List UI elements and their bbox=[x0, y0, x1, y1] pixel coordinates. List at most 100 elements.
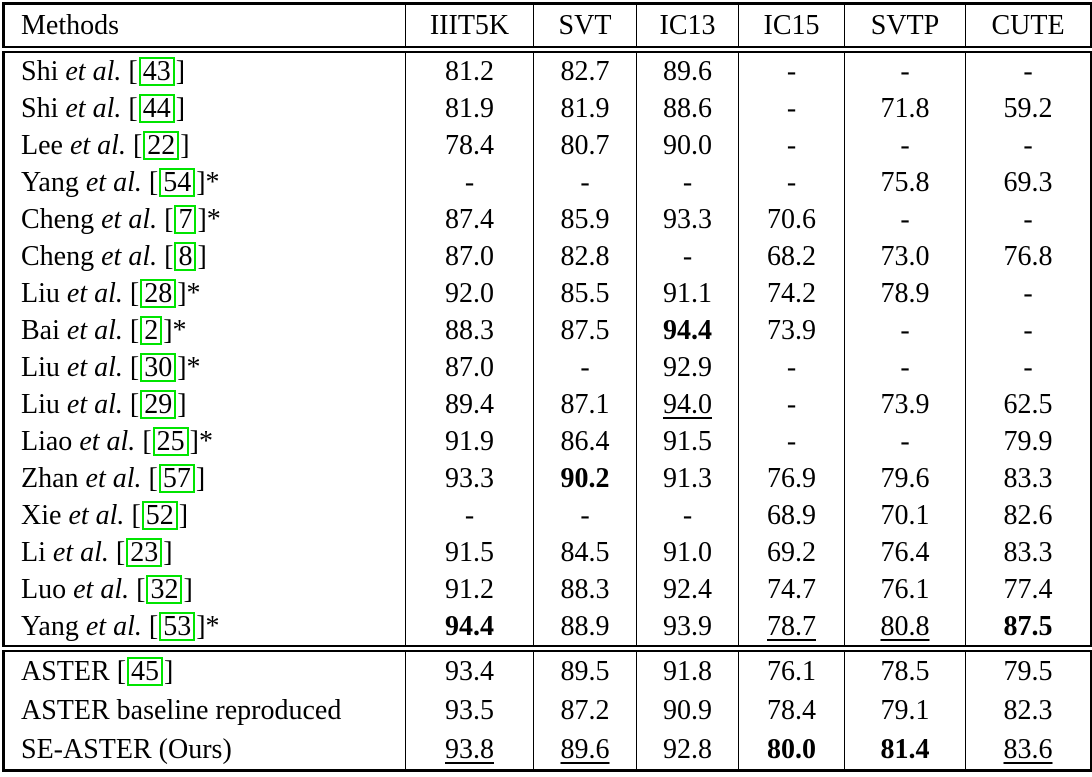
score-cell: 89.6 bbox=[533, 730, 637, 771]
table-row: Yang et al. [53]* 94.4 88.9 93.9 78.7 80.8 87.… bbox=[3, 608, 1092, 652]
citation-link[interactable]: 53 bbox=[159, 611, 196, 642]
citation-link[interactable]: 25 bbox=[152, 426, 189, 457]
score-cell: 87.5 bbox=[965, 608, 1092, 652]
score-cell: 87.2 bbox=[533, 691, 637, 730]
score-cell: - bbox=[738, 349, 845, 386]
et-al-label: et al. bbox=[72, 425, 136, 457]
score-value: - bbox=[900, 425, 910, 457]
table-row: Yang et al. [54]* - - - - 75.8 69.3 bbox=[3, 164, 1092, 201]
score-cell: - bbox=[533, 497, 637, 534]
score-cell: - bbox=[844, 423, 966, 460]
citation-link[interactable]: 43 bbox=[138, 56, 175, 87]
citation-link[interactable]: 57 bbox=[158, 463, 195, 494]
score-value: 85.9 bbox=[560, 203, 610, 235]
citation-link[interactable]: 22 bbox=[143, 130, 180, 161]
score-value: 76.4 bbox=[880, 536, 930, 568]
citation-link[interactable]: 45 bbox=[127, 656, 164, 687]
score-value: 84.5 bbox=[560, 536, 610, 568]
score-cell: - bbox=[844, 312, 966, 349]
method-name: Liao bbox=[21, 425, 73, 457]
citation-link[interactable]: 44 bbox=[138, 93, 175, 124]
score-value: 80.0 bbox=[767, 733, 816, 765]
score-cell: 76.4 bbox=[844, 534, 966, 571]
score-value: 79.1 bbox=[880, 694, 930, 726]
score-cell: 90.9 bbox=[636, 691, 739, 730]
table-row: Bai et al. [2]* 88.3 87.5 94.4 73.9 - - bbox=[3, 312, 1092, 349]
score-value: 88.9 bbox=[560, 610, 610, 642]
score-value: - bbox=[900, 203, 910, 235]
et-al-label: et al. bbox=[45, 536, 109, 568]
citation-link[interactable]: 29 bbox=[140, 389, 177, 420]
score-cell: - bbox=[844, 349, 966, 386]
score-cell: 82.6 bbox=[965, 497, 1092, 534]
table-row: Liao et al. [25]* 91.9 86.4 91.5 - - 79.9 bbox=[3, 423, 1092, 460]
citation-link[interactable]: 8 bbox=[174, 241, 197, 272]
score-cell: 88.6 bbox=[636, 90, 739, 127]
score-value: 75.8 bbox=[880, 166, 930, 198]
score-cell: 94.4 bbox=[405, 608, 534, 652]
method-cell: ASTER [45] bbox=[3, 648, 406, 691]
citation-link[interactable]: 32 bbox=[146, 574, 183, 605]
score-cell: 88.3 bbox=[533, 571, 637, 608]
citation-link[interactable]: 28 bbox=[140, 278, 177, 309]
score-value: 86.4 bbox=[560, 425, 610, 457]
citation-link[interactable]: 52 bbox=[141, 500, 178, 531]
methods-group-body: Shi et al. [43] 81.2 82.7 89.6- - - Shi et al.… bbox=[3, 49, 1092, 652]
score-value: - bbox=[900, 55, 910, 87]
score-value: 59.2 bbox=[1003, 92, 1053, 124]
table-row: Shi et al. [43] 81.2 82.7 89.6 - - - bbox=[3, 49, 1092, 90]
score-cell: 89.4 bbox=[405, 386, 534, 423]
score-cell: 86.4 bbox=[533, 423, 637, 460]
method-cell: Liu et al. [28]* bbox=[3, 275, 406, 312]
score-value: 91.2 bbox=[445, 573, 494, 605]
score-value: 87.0 bbox=[445, 240, 494, 272]
score-value: 76.1 bbox=[767, 655, 816, 687]
method-cell: Lee et al. [22] bbox=[3, 127, 406, 164]
method-name: Liu bbox=[21, 351, 60, 383]
et-al-label: et al. bbox=[94, 240, 158, 272]
score-cell: 76.8 bbox=[965, 238, 1092, 275]
score-cell: 73.0 bbox=[844, 238, 966, 275]
score-cell: 78.9 bbox=[844, 275, 966, 312]
score-value: 73.9 bbox=[767, 314, 816, 346]
score-value: 91.1 bbox=[663, 277, 712, 309]
citation-link[interactable]: 2 bbox=[140, 315, 163, 346]
score-value: 93.5 bbox=[445, 694, 494, 726]
score-value: - bbox=[682, 240, 693, 272]
score-cell: 93.9 bbox=[636, 608, 739, 652]
score-value: 87.4 bbox=[445, 203, 494, 235]
score-value: - bbox=[786, 166, 797, 198]
table-row: Cheng et al. [7]* 87.4 85.9 93.3 70.6 - - bbox=[3, 201, 1092, 238]
score-cell: 92.4 bbox=[636, 571, 739, 608]
score-cell: 83.3 bbox=[965, 534, 1092, 571]
score-cell: 84.5 bbox=[533, 534, 637, 571]
score-cell: 69.2 bbox=[738, 534, 845, 571]
method-name: Lee bbox=[21, 129, 63, 161]
score-cell: 91.1 bbox=[636, 275, 739, 312]
score-value: 93.8 bbox=[445, 733, 494, 765]
citation-link[interactable]: 7 bbox=[174, 204, 197, 235]
method-cell: Yang et al. [53]* bbox=[3, 608, 406, 652]
score-value: 87.5 bbox=[1003, 610, 1053, 642]
score-value: 69.2 bbox=[767, 536, 816, 568]
score-cell: 88.3 bbox=[405, 312, 534, 349]
score-cell: 92.0 bbox=[405, 275, 534, 312]
score-cell: 89.6 bbox=[636, 49, 739, 90]
method-cell: Li et al. [23] bbox=[3, 534, 406, 571]
score-value: 88.3 bbox=[445, 314, 494, 346]
table-row: Li et al. [23] 91.5 84.5 91.0 69.2 76.4 83.3 bbox=[3, 534, 1092, 571]
score-cell: 89.5 bbox=[533, 648, 637, 691]
score-value: - bbox=[900, 351, 910, 383]
et-al-label: et al. bbox=[59, 351, 123, 383]
score-cell: 93.3 bbox=[636, 201, 739, 238]
score-cell: 83.3 bbox=[965, 460, 1092, 497]
et-al-label: et al. bbox=[78, 166, 142, 198]
score-value: 68.9 bbox=[767, 499, 816, 531]
score-cell: - bbox=[636, 238, 739, 275]
citation-link[interactable]: 54 bbox=[159, 167, 196, 198]
citation-link[interactable]: 23 bbox=[126, 537, 163, 568]
score-cell: 62.5 bbox=[965, 386, 1092, 423]
score-value: - bbox=[464, 499, 475, 531]
citation-link[interactable]: 30 bbox=[140, 352, 177, 383]
